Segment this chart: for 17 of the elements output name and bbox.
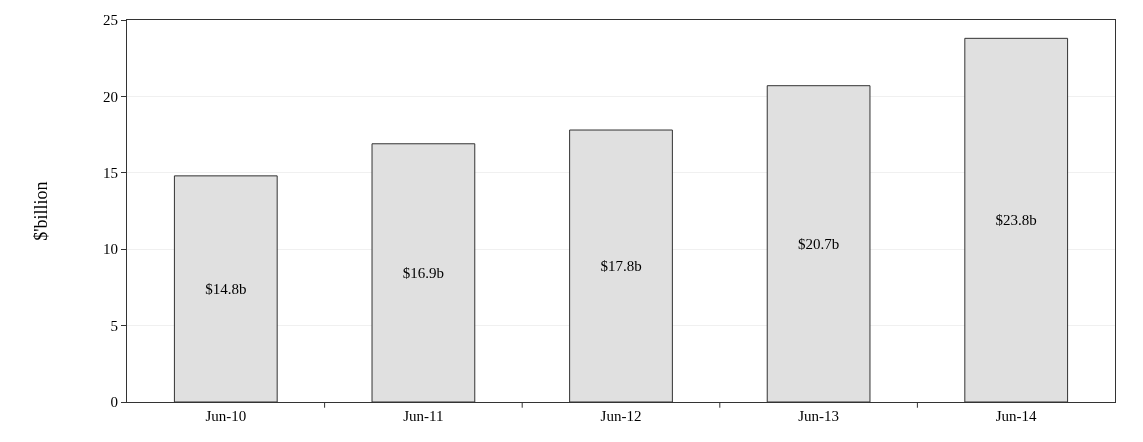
y-tick-label: 20 (103, 88, 118, 105)
y-tick-label: 15 (103, 165, 118, 182)
y-tick-label: 5 (110, 317, 118, 334)
x-tick-label: Jun-12 (600, 408, 642, 424)
y-tick-label: 0 (110, 394, 118, 411)
data-label: $23.8b (995, 212, 1037, 229)
data-label: $14.8b (205, 280, 247, 297)
y-axis-title: $'billion (31, 181, 52, 241)
data-label: $17.8b (600, 258, 642, 275)
x-tick-label: Jun-11 (403, 408, 444, 424)
y-tick-label: 10 (103, 241, 118, 258)
data-label: $16.9b (402, 264, 445, 281)
y-tick-label: 25 (103, 12, 118, 29)
x-tick-label: Jun-10 (205, 408, 247, 424)
x-tick-label: Jun-14 (995, 408, 1038, 424)
x-tick-label: Jun-13 (798, 408, 840, 424)
data-label: $20.7b (797, 235, 840, 252)
